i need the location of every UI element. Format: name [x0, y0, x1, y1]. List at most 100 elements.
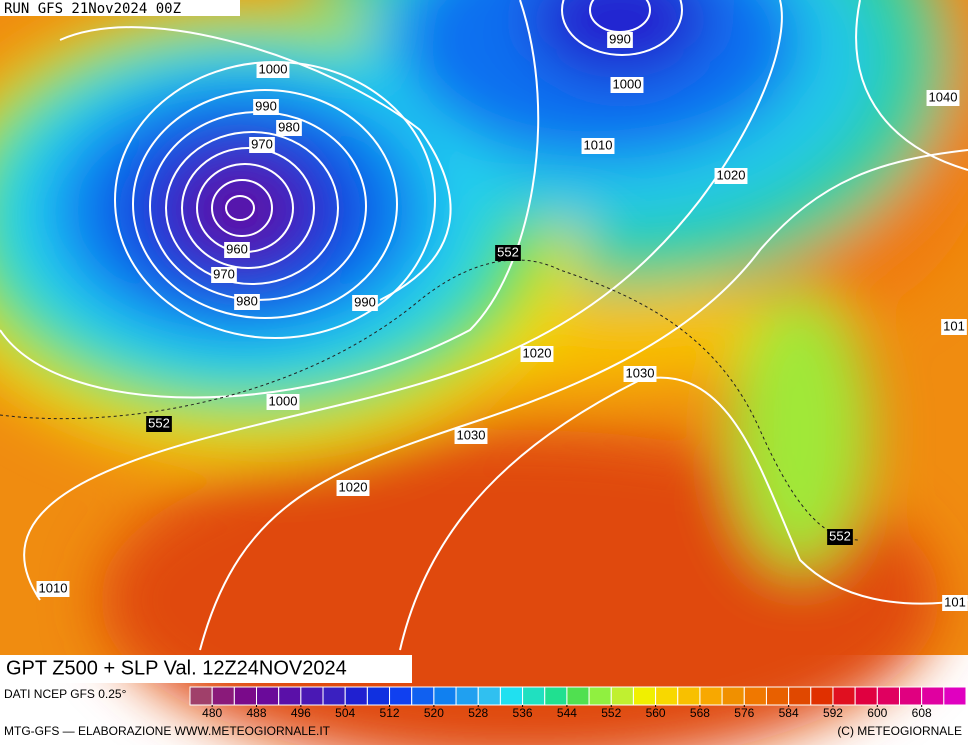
- z500-label-box: [146, 416, 172, 432]
- isobar-label-box: [234, 294, 260, 310]
- colorbar-box: [632, 686, 657, 706]
- isobar-label-box: [256, 62, 290, 78]
- isobar-label: 1030: [626, 365, 655, 380]
- isobar-label: 1020: [717, 167, 746, 182]
- isobar-label: 1000: [613, 76, 642, 91]
- source-label: DATI NCEP GFS 0.25°: [4, 687, 127, 701]
- isobar-label-box: [581, 138, 615, 154]
- colorbar-tick-label: 520: [424, 706, 444, 720]
- z500-label-box: [495, 245, 521, 261]
- isobar-label: 980: [236, 293, 258, 308]
- colorbar-box: [655, 686, 679, 706]
- isobar-label: 960: [226, 241, 248, 256]
- colorbar-box: [455, 686, 479, 706]
- isobar-label-box: [211, 267, 237, 283]
- isobar-label: 990: [609, 31, 631, 46]
- colorbar-box: [300, 686, 324, 706]
- isobar-label-box: [336, 480, 370, 496]
- colorbar-tick-label: 560: [646, 706, 666, 720]
- colorbar-tick-label: 576: [734, 706, 754, 720]
- colorbar-tick-label: 552: [601, 706, 621, 720]
- colorbar-tick-label: 608: [912, 706, 932, 720]
- colorbar-box: [433, 686, 457, 706]
- isobar-label: 101: [943, 318, 965, 333]
- colorbar-box: [344, 686, 368, 706]
- isobar-label-box: [249, 137, 275, 153]
- colorbar-tick-label: 568: [690, 706, 710, 720]
- isobar-label-box: [352, 295, 378, 311]
- isobar-label: 1000: [259, 61, 288, 76]
- colorbar-tick-label: 504: [335, 706, 355, 720]
- z500-label-box: [827, 529, 853, 545]
- colorbar-tick-label: 488: [246, 706, 266, 720]
- colorbar-box: [699, 686, 723, 706]
- colorbar-box: [189, 686, 213, 706]
- colorbar-box: [876, 686, 900, 706]
- colorbar-box: [743, 686, 767, 706]
- isobar-label: 1020: [339, 479, 368, 494]
- colorbar-box: [943, 686, 967, 706]
- isobar-label: 101: [944, 594, 966, 609]
- isobar-label-box: [520, 346, 554, 362]
- isobar-label: 1010: [39, 580, 68, 595]
- colorbar-box: [721, 686, 745, 706]
- colorbar-box: [499, 686, 524, 706]
- colorbar-tick-label: 480: [202, 706, 222, 720]
- colorbar-box: [544, 686, 568, 706]
- isobar-label: 1040: [929, 89, 958, 104]
- isobar-label-box: [926, 90, 960, 106]
- isobar-label-box: [454, 428, 488, 444]
- isobar-label: 970: [251, 136, 273, 151]
- colorbar-box: [788, 686, 812, 706]
- isobar-label-box: [266, 394, 300, 410]
- isobar-label-box: [942, 595, 968, 611]
- title-box: [0, 655, 412, 683]
- z500-label: 552: [829, 528, 851, 543]
- isobar-label: 980: [278, 119, 300, 134]
- run-header: RUN GFS 21Nov2024 00Z: [4, 1, 181, 17]
- colorbar-box: [588, 686, 612, 706]
- z500-label: 552: [497, 244, 519, 259]
- colorbar-box: [610, 686, 634, 706]
- isobar-label: 990: [255, 98, 277, 113]
- isobar-label: 1020: [523, 345, 552, 360]
- isobar-label-box: [253, 99, 279, 115]
- isobar-label-box: [607, 32, 633, 48]
- colorbar-box: [278, 686, 302, 706]
- colorbar-box: [921, 686, 945, 706]
- colorbar-tick-label: 496: [291, 706, 311, 720]
- isobar-label-box: [610, 77, 644, 93]
- colorbar-tick-label: 592: [823, 706, 843, 720]
- isobar-label: 990: [354, 294, 376, 309]
- colorbar-box: [810, 686, 834, 706]
- colorbar-box: [854, 686, 878, 706]
- isobar-label-box: [714, 168, 748, 184]
- colorbar-box: [366, 686, 391, 706]
- colorbar-box: [389, 686, 413, 706]
- isobar-label-box: [941, 319, 967, 335]
- colorbar-box: [322, 686, 346, 706]
- colorbar-tick-label: 512: [380, 706, 400, 720]
- colorbar: 480 488 496 504 512 520 528 536 544 552 560 568 576 5…: [189, 686, 967, 720]
- isobar-label-box: [276, 120, 302, 136]
- isobar-label: 1030: [457, 427, 486, 442]
- colorbar-box: [211, 686, 235, 706]
- colorbar-box: [477, 686, 501, 706]
- colorbar-box: [898, 686, 923, 706]
- colorbar-box: [256, 686, 280, 706]
- isobar-label-box: [623, 366, 657, 382]
- isobar-label-box: [36, 581, 70, 597]
- colorbar-tick-label: 600: [867, 706, 887, 720]
- colorbar-tick-label: 584: [779, 706, 799, 720]
- header-box: [0, 0, 240, 16]
- colorbar-box: [832, 686, 856, 706]
- colorbar-tick-label: 528: [468, 706, 488, 720]
- isobar-label: 970: [213, 266, 235, 281]
- isobar-label-box: [224, 242, 250, 258]
- isobar-label: 1000: [269, 393, 298, 408]
- colorbar-box: [765, 686, 790, 706]
- colorbar-box: [233, 686, 258, 706]
- colorbar-tick-label: 544: [557, 706, 577, 720]
- colorbar-box: [677, 686, 701, 706]
